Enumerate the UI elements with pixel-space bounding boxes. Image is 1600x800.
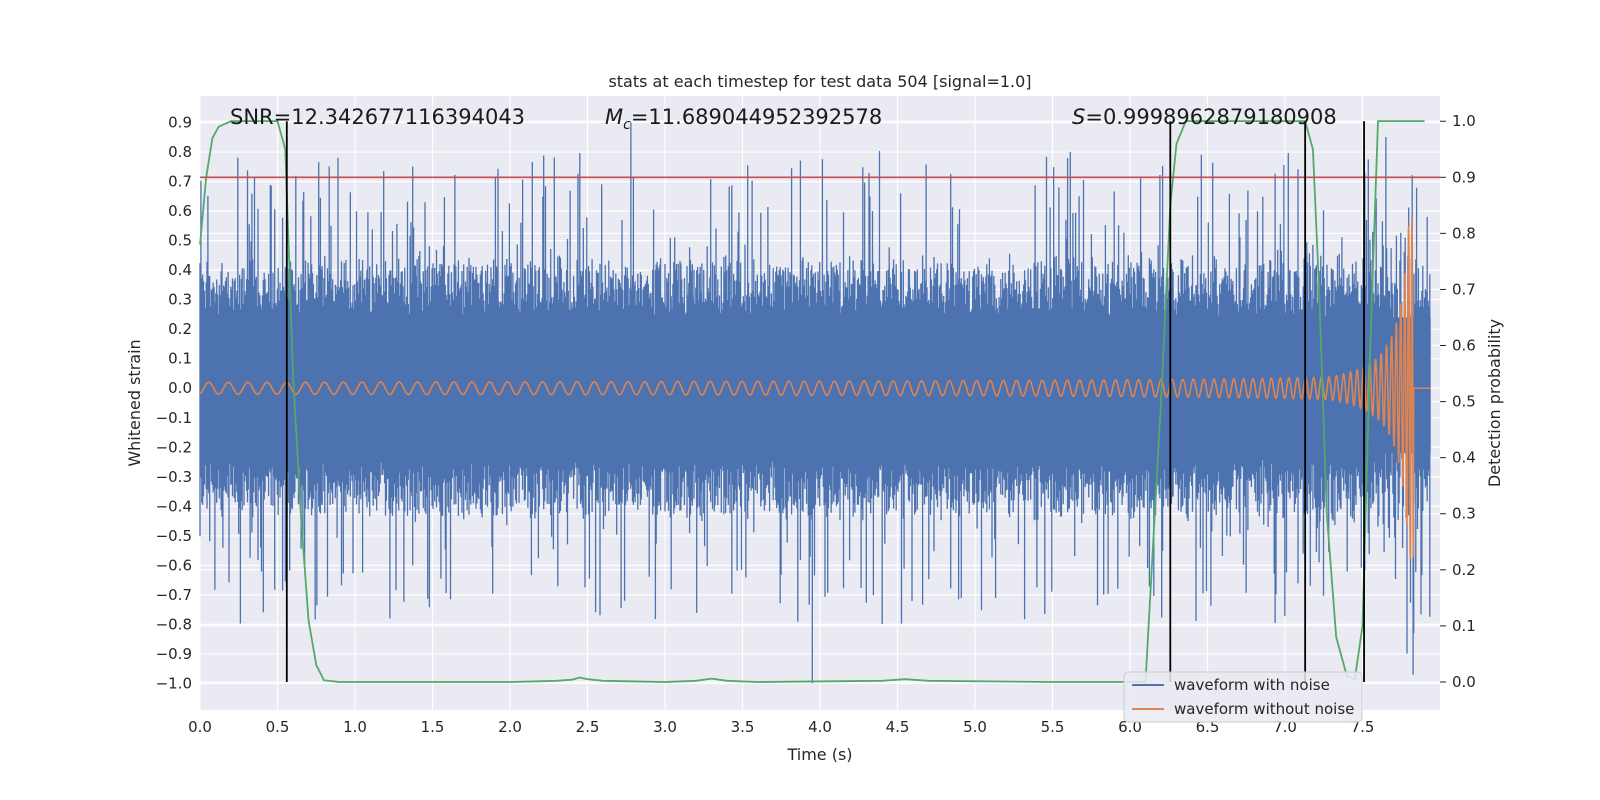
legend-box [1123,671,1363,723]
y-tick-label-10: −0.1 [156,409,192,427]
chart-title: stats at each timestep for test data 504… [608,72,1031,91]
detection-probability-series [199,120,1425,683]
x-tick-label-6: 3.0 [653,718,677,736]
x-tick-label-11: 5.5 [1041,718,1065,736]
x-tick-label-10: 5.0 [963,718,987,736]
detection-probability-line [199,120,1425,683]
y-tick-label-2: 0.7 [168,173,192,191]
y-tick-label-11: −0.2 [156,438,192,456]
x-axis: 0.0 0.5 1.0 1.5 2.0 2.5 3.0 3.5 4.0 4.5 5.0 5.5 6.0 6… [188,718,1374,736]
y-tick-label-6: 0.3 [168,291,192,309]
y-tick-label-0: 0.9 [168,114,192,132]
y-right-tick-label-5: 0.5 [1452,393,1476,411]
y-right-tick-label-3: 0.7 [1452,280,1476,298]
y-right-tick-label-8: 0.2 [1452,561,1476,579]
mc-subscript: c [623,117,631,133]
x-tick-label-2: 1.0 [343,718,367,736]
mc-value: =11.689044952392578 [631,105,882,129]
y-tick-label-8: 0.1 [168,350,192,368]
x-axis-label: Time (s) [786,745,852,764]
legend: waveform with noise waveform without noi… [1123,671,1363,723]
s-annotation: S=0.9998962879180908 [1072,105,1337,129]
x-tick-label-8: 4.0 [808,718,832,736]
s-value: =0.9998962879180908 [1085,105,1336,129]
y-tick-label-5: 0.4 [168,261,192,279]
legend-label-clean: waveform without noise [1174,700,1354,718]
y-tick-label-15: −0.6 [156,556,192,574]
legend-label-noise: waveform with noise [1174,676,1330,694]
x-tick-label-3: 1.5 [421,718,445,736]
mc-symbol: M [605,105,623,129]
x-tick-label-4: 2.0 [498,718,522,736]
y-tick-label-12: −0.3 [156,468,192,486]
y-tick-label-16: −0.7 [156,586,192,604]
x-tick-label-5: 2.5 [576,718,600,736]
x-tick-label-1: 0.5 [266,718,290,736]
y-right-tick-label-0: 1.0 [1452,112,1476,130]
y-right-tick-label-10: 0.0 [1452,673,1476,691]
waveform-without-noise-series [199,217,1431,560]
left-y-axis: 0.9 0.8 0.7 0.6 0.5 0.4 0.3 0.2 0.1 0.0 −0.1 −0.2 −0… [156,114,192,693]
x-tick-label-0: 0.0 [188,718,212,736]
y-axis-label: Whitened strain [125,339,144,466]
y-tick-label-7: 0.2 [168,320,192,338]
y-tick-label-3: 0.6 [168,202,192,220]
right-y-axis: 1.0 0.9 0.8 0.7 0.6 0.5 0.4 0.3 0.2 0.1 0.0 [1440,112,1476,691]
y-tick-label-9: 0.0 [168,379,192,397]
chirp-mass-annotation: Mc=11.689044952392578 [605,105,882,133]
x-tick-label-7: 3.5 [731,718,755,736]
x-tick-label-9: 4.5 [886,718,910,736]
y-right-tick-label-4: 0.6 [1452,337,1476,355]
y-right-tick-label-2: 0.8 [1452,224,1476,242]
snr-annotation: SNR=12.342677116394043 [230,105,525,129]
y-tick-label-14: −0.5 [156,527,192,545]
y-right-tick-label-1: 0.9 [1452,168,1476,186]
y-right-tick-label-9: 0.1 [1452,617,1476,635]
y-tick-label-17: −0.8 [156,615,192,633]
y-tick-label-18: −0.9 [156,645,192,663]
y-tick-label-4: 0.5 [168,232,192,250]
waveform-without-noise-line [199,217,1431,560]
y-tick-label-1: 0.8 [168,143,192,161]
right-y-axis-label: Detection probability [1485,319,1504,487]
s-symbol: S [1072,105,1085,129]
y-tick-label-19: −1.0 [156,674,192,692]
vertical-markers [285,121,1365,682]
y-right-tick-label-7: 0.3 [1452,505,1476,523]
y-tick-label-13: −0.4 [156,497,192,515]
y-right-tick-label-6: 0.4 [1452,449,1476,467]
